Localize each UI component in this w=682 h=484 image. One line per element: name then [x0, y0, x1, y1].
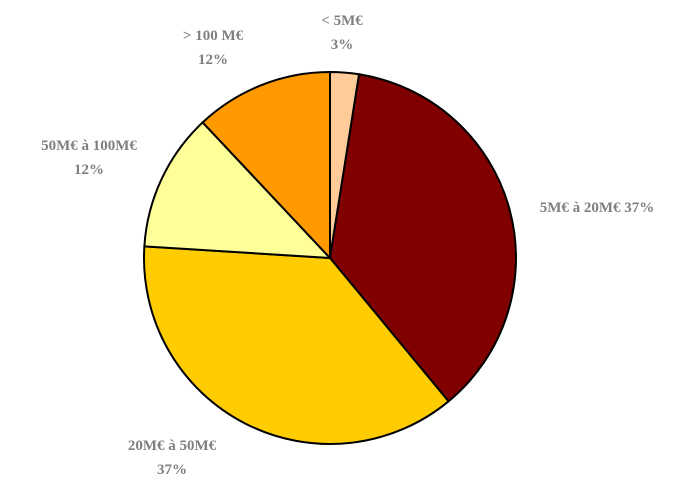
slice-data-label: 5M€ à 20M€ 37% [540, 200, 655, 216]
slice-data-label: 20M€ à 50M€ 37% [128, 438, 217, 478]
pie-slice [201, 71, 331, 259]
pie-slice [143, 245, 450, 445]
pie-slice [143, 121, 331, 259]
slice-data-label-line: 37% [157, 462, 187, 478]
slice-data-label: > 100 M€ 12% [183, 28, 244, 68]
pie-slice [329, 73, 517, 403]
pie-labels: < 5M€ 3% 5M€ à 20M€ 37% 20M€ à 50M€ 37% 50M€ … [41, 13, 654, 478]
slice-data-label: < 5M€ 3% [321, 13, 363, 53]
slice-data-label-line: 5M€ à 20M€ 37% [540, 200, 655, 216]
slice-data-label-line: > 100 M€ [183, 28, 244, 44]
slice-data-label-line: < 5M€ [321, 13, 363, 29]
slice-data-label-line: 12% [198, 52, 228, 68]
slice-data-label-line: 50M€ à 100M€ [41, 138, 137, 154]
slice-data-label-line: 20M€ à 50M€ [128, 438, 217, 454]
slice-data-label-line: 3% [331, 37, 354, 53]
slice-data-label-line: 12% [74, 162, 104, 178]
pie-slices [143, 71, 517, 445]
slice-data-label: 50M€ à 100M€ 12% [41, 138, 137, 178]
